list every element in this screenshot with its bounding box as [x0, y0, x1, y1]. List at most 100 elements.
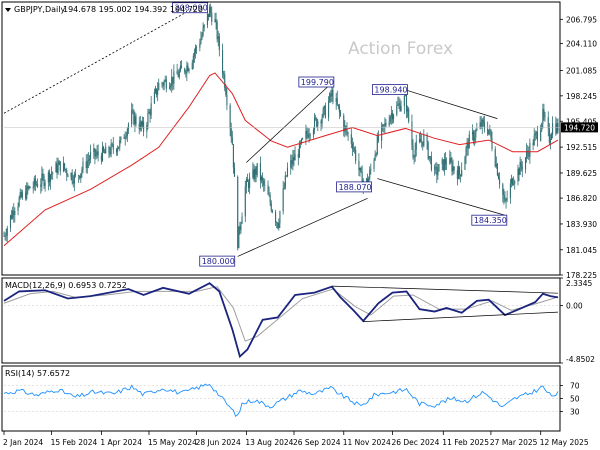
candle-body-315	[480, 122, 482, 127]
rsi-tick-2: 30	[570, 408, 580, 417]
candle-body-9	[17, 206, 19, 211]
candle-body-186	[284, 175, 286, 188]
candle-body-353	[536, 132, 538, 141]
macd-title: MACD(12,26,9) 0.6953 0.7252	[5, 281, 127, 290]
date-tick-6: 26 Sep 2024	[293, 438, 341, 447]
price-pane[interactable]: Action Forex 208.090 180.000 199.790 188.07…	[1, 1, 561, 276]
price-label-198.940: 198.940	[372, 84, 408, 96]
candle-body-144	[222, 50, 224, 74]
candle-body-267	[407, 108, 409, 112]
candle-body-361	[549, 139, 551, 143]
date-tick-7: 11 Nov 2024	[343, 438, 391, 447]
candle-body-180	[276, 222, 278, 223]
candle-body-330	[503, 194, 505, 200]
candle-body-354	[540, 129, 542, 141]
candle-body-349	[532, 142, 534, 146]
candle-body-259	[396, 105, 398, 115]
candle-body-316	[481, 119, 483, 127]
candle-body-213	[324, 105, 326, 118]
svg-text:184.350: 184.350	[474, 216, 507, 225]
candle-body-43	[67, 174, 69, 178]
macd-pane[interactable]: MACD(12,26,9) 0.6953 0.7252	[1, 277, 561, 364]
candle-body-166	[254, 168, 256, 180]
wedge-upper-line	[399, 87, 498, 119]
candle-body-335	[510, 178, 513, 184]
rsi-y-axis: 70 50 30	[560, 382, 580, 417]
candle-body-209	[320, 121, 322, 124]
date-tick-10: 27 Mar 2025	[490, 438, 538, 447]
candle-body-100	[154, 88, 157, 93]
candle-body-219	[335, 98, 337, 102]
candle-body-352	[535, 132, 537, 134]
candle-body-322	[490, 129, 492, 139]
candle-body-312	[475, 130, 477, 138]
candle-body-133	[203, 24, 205, 28]
candle-body-217	[331, 89, 333, 97]
candle-body-299	[456, 170, 458, 179]
candle-body-172	[263, 180, 265, 186]
candle-body-337	[513, 183, 515, 185]
candle-body-146	[224, 74, 226, 89]
candle-body-101	[156, 88, 158, 95]
candle-body-68	[105, 146, 107, 154]
candle-body-74	[115, 149, 118, 152]
candle-body-230	[351, 143, 353, 149]
candle-body-170	[260, 176, 263, 181]
price-tick-1: 204.110	[566, 39, 597, 48]
candle-body-151	[231, 137, 233, 145]
candle-body-199	[305, 131, 307, 139]
candle-body-320	[488, 129, 490, 134]
date-tick-9: 11 Feb 2025	[442, 438, 489, 447]
candle-body-104	[161, 82, 163, 84]
candle-body-1	[4, 235, 6, 237]
candle-body-110	[170, 85, 172, 88]
candle-body-64	[100, 155, 102, 161]
candle-body-67	[104, 151, 106, 154]
candle-body-42	[66, 170, 68, 175]
candle-body-86	[133, 110, 135, 125]
candle-body-24	[40, 184, 42, 187]
price-tick-3: 198.245	[566, 92, 597, 101]
candle-body-220	[336, 98, 338, 105]
rsi-pane[interactable]: RSI(14) 57.6572	[1, 365, 561, 432]
price-label-184.350: 184.350	[471, 214, 508, 226]
candle-body-105	[162, 83, 164, 86]
price-label-188.070: 188.070	[336, 181, 372, 193]
candle-body-269	[411, 121, 413, 146]
candle-body-27	[43, 176, 45, 187]
price-tick-4: 195.405	[566, 117, 597, 126]
candle-body-25	[41, 173, 43, 185]
candle-body-63	[97, 151, 99, 156]
candle-body-12	[20, 192, 22, 198]
candle-body-112	[172, 76, 174, 84]
candle-body-296	[451, 161, 453, 172]
candle-body-266	[405, 92, 408, 112]
candle-body-314	[479, 122, 481, 129]
svg-text:199.790: 199.790	[301, 78, 334, 87]
candle-body-46	[72, 181, 74, 184]
candle-body-177	[270, 203, 272, 211]
candle-body-236	[360, 167, 362, 172]
candle-body-14	[25, 192, 27, 199]
symbol-label: GBPJPY,Daily	[14, 5, 65, 14]
candle-body-360	[548, 128, 550, 143]
candle-body-71	[110, 143, 112, 155]
candle-body-30	[48, 172, 50, 182]
candle-body-263	[400, 106, 402, 111]
candle-body-89	[138, 124, 140, 130]
candle-body-250	[382, 124, 384, 127]
candle-body-169	[259, 163, 261, 181]
price-tick-7: 186.820	[566, 194, 597, 203]
candle-body-85	[132, 110, 134, 111]
candle-body-281	[428, 156, 430, 159]
candle-body-295	[450, 158, 452, 162]
candle-body-62	[96, 151, 98, 155]
candle-body-237	[361, 171, 363, 187]
candle-body-32	[51, 173, 53, 175]
candle-body-143	[218, 36, 220, 51]
candle-body-355	[541, 123, 543, 130]
candle-body-188	[286, 167, 289, 176]
candle-body-244	[373, 159, 375, 169]
dropdown-triangle-icon[interactable]	[5, 8, 11, 12]
candle-body-174	[267, 185, 269, 195]
